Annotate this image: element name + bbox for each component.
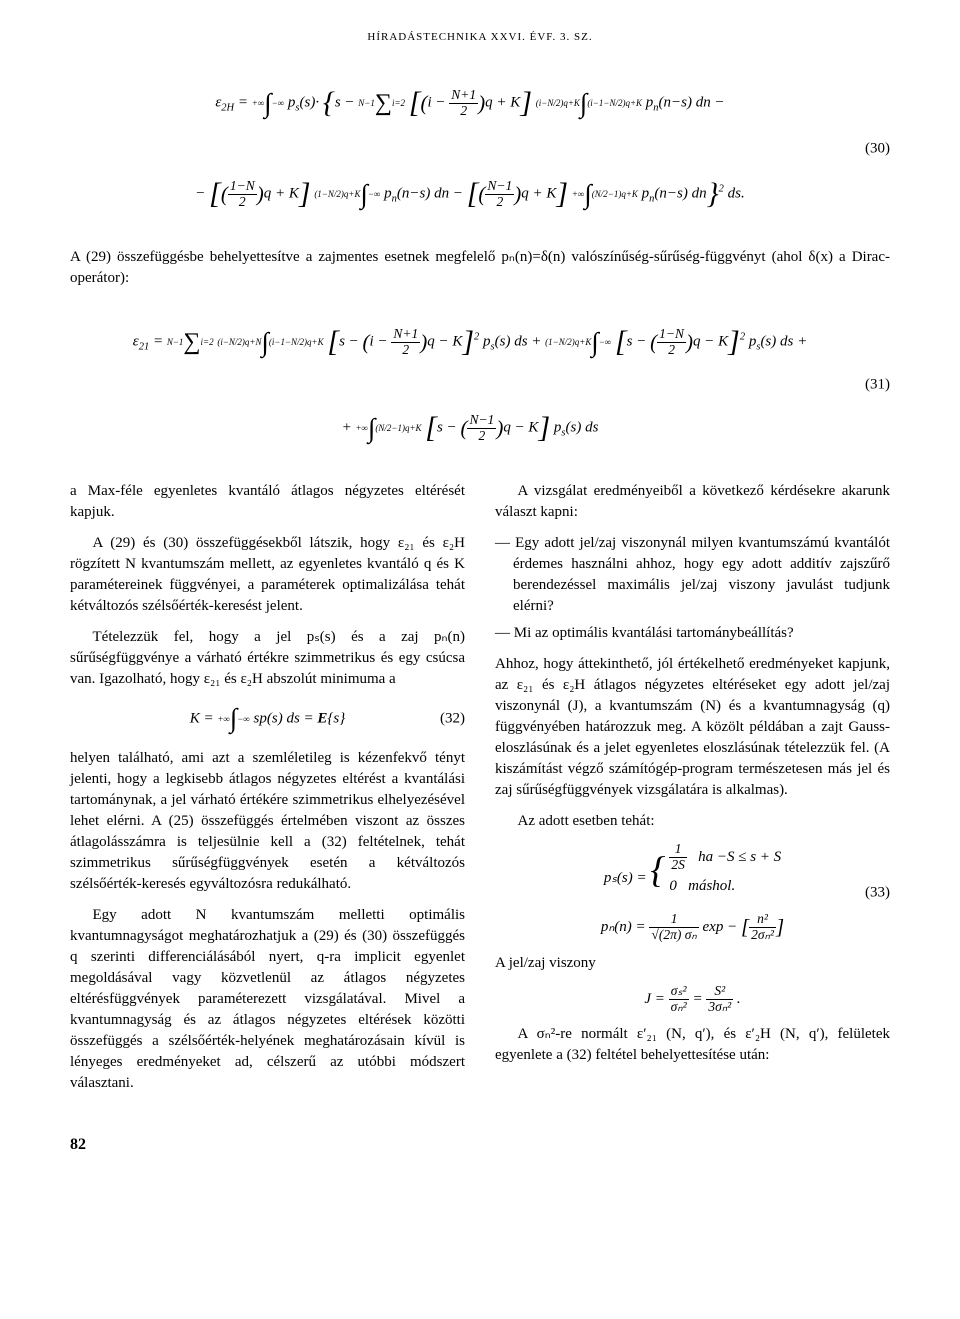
eq33-number: (33) [865,882,890,903]
equation-30: ε2H = +∞∫−∞ ps(s)· {s − N−1∑i=2 [(i − N+… [70,70,890,227]
eq30-number: (30) [865,138,890,159]
two-column-layout: a Max-féle egyenletes kvantáló átlagos n… [70,481,890,1104]
left-p1: a Max-féle egyenletes kvantáló átlagos n… [70,481,465,523]
right-p2: Ahhoz, hogy áttekinthető, jól értékelhet… [495,654,890,801]
right-p3: Az adott esetben tehát: [495,811,890,832]
running-header: HÍRADÁSTECHNIKA XXVI. ÉVF. 3. SZ. [70,30,890,45]
left-p3: Tételezzük fel, hogy a jel pₛ(s) és a za… [70,627,465,690]
right-column: A vizsgálat eredményeiből a következő ké… [495,481,890,1104]
page-number: 82 [70,1134,890,1156]
equation-31: ε21 = N−1∑i=2 (i−N/2)q+N∫(i−1−N/2)q+K [s… [70,309,890,461]
eq32-number: (32) [440,709,465,730]
left-p4: helyen található, ami azt a szemléletile… [70,748,465,895]
right-p1: A vizsgálat eredményeiből a következő ké… [495,481,890,523]
left-p2: A (29) és (30) összefüggésekből látszik,… [70,533,465,617]
right-p4: A jel/zaj viszony [495,953,890,974]
left-p5: Egy adott N kvantumszám melletti optimál… [70,905,465,1094]
equation-33: pₛ(s) = { 12S ha −S ≤ s + S 0 máshol. pₙ… [495,842,890,942]
question-list: Egy adott jel/zaj viszonynál milyen kvan… [495,533,890,644]
equation-32: K = +∞∫−∞ sp(s) ds = E{s} (32) [70,700,465,738]
list-item: Egy adott jel/zaj viszonynál milyen kvan… [513,533,890,617]
eq31-number: (31) [865,375,890,396]
right-p5: A σₙ²-re normált ε′₂₁ (N, q′), és ε′₂H (… [495,1024,890,1066]
left-column: a Max-féle egyenletes kvantáló átlagos n… [70,481,465,1104]
list-item: Mi az optimális kvantálási tartománybeál… [513,623,890,644]
equation-j: J = σₛ²σₙ² = S²3σₙ² . [495,984,890,1015]
para-after-30: A (29) összefüggésbe behelyettesítve a z… [70,247,890,289]
